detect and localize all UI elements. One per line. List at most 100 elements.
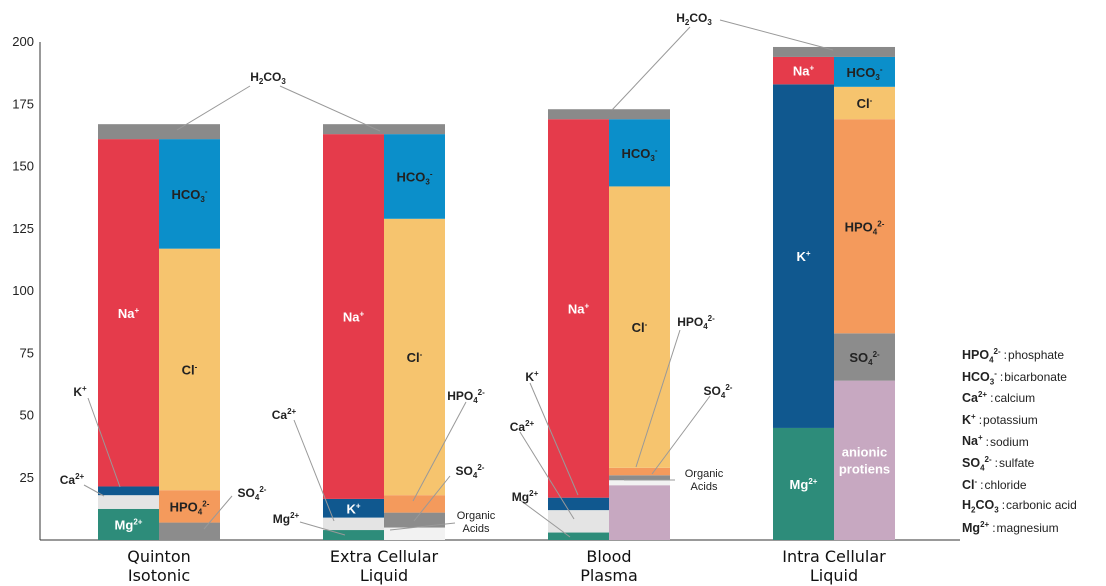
bar-segment-so42- bbox=[834, 333, 895, 381]
callout-label: Mg2+ bbox=[273, 511, 300, 526]
legend-description: bicarbonate bbox=[1004, 369, 1067, 384]
callout-label: Ca2+ bbox=[272, 407, 297, 422]
segment-label: Mg2+ bbox=[115, 517, 143, 532]
segment-label: Na+ bbox=[118, 306, 140, 321]
legend: HPO42-: phosphate HCO3-: bicarbonate Ca2+: ca… bbox=[962, 347, 1106, 541]
legend-separator: : bbox=[992, 520, 996, 535]
legend-item: K+: potassium bbox=[962, 412, 1106, 434]
category-label: Extra Cellular bbox=[330, 547, 439, 566]
legend-symbol: Mg2+ bbox=[962, 519, 990, 535]
legend-description: phosphate bbox=[1008, 348, 1065, 363]
segment-label: SO42- bbox=[849, 350, 880, 367]
callout-leader bbox=[293, 419, 335, 522]
callout-label: SO42- bbox=[704, 383, 733, 400]
bars bbox=[98, 46, 895, 540]
callout-label: Organic bbox=[685, 468, 724, 480]
segment-label: anionic bbox=[842, 444, 888, 459]
callout-leader bbox=[519, 431, 575, 520]
segment-label: Na+ bbox=[568, 301, 590, 316]
callout-label: SO42- bbox=[238, 485, 267, 502]
bar-segment-hco3- bbox=[384, 134, 445, 219]
segment-label: protiens bbox=[839, 461, 890, 476]
legend-separator: : bbox=[994, 456, 998, 471]
bar-segment-k- bbox=[98, 486, 159, 496]
callout-label: SO42- bbox=[456, 463, 485, 480]
legend-separator: : bbox=[980, 477, 984, 492]
callout-label: H2CO3 bbox=[250, 70, 286, 86]
callout-leader bbox=[203, 495, 233, 530]
legend-item: Na+: sodium bbox=[962, 433, 1106, 455]
callout-label: K+ bbox=[525, 369, 539, 384]
segment-label: K+ bbox=[346, 501, 360, 516]
legend-symbol: HPO42- bbox=[962, 347, 1001, 365]
legend-item: SO42-: sulfate bbox=[962, 455, 1106, 477]
legend-symbol: HCO3- bbox=[962, 368, 997, 387]
callout-leader bbox=[389, 522, 456, 531]
bar-segment-cl- bbox=[609, 186, 670, 468]
segment-label: HPO42- bbox=[845, 219, 885, 236]
legend-description: potassium bbox=[983, 412, 1038, 427]
category-label: Isotonic bbox=[128, 566, 190, 585]
callout-label: HPO42- bbox=[447, 388, 485, 405]
legend-symbol: SO42- bbox=[962, 454, 992, 473]
bar-segment-na- bbox=[323, 134, 384, 499]
callout-leader bbox=[651, 395, 711, 475]
legend-separator: : bbox=[999, 369, 1004, 384]
callout-leader bbox=[87, 397, 121, 488]
y-tick-label: 175 bbox=[12, 96, 34, 111]
bar-segment-mg2- bbox=[323, 530, 384, 540]
bar-segment-ca2- bbox=[323, 517, 384, 531]
bar-segment-organic-acids bbox=[384, 527, 445, 540]
bar-segment-hpo42- bbox=[834, 119, 895, 334]
callout-leader bbox=[299, 521, 346, 536]
legend-symbol: K+ bbox=[962, 411, 976, 427]
category-label: Liquid bbox=[360, 566, 408, 585]
bar-segment-k- bbox=[773, 84, 834, 428]
y-tick-label: 125 bbox=[12, 221, 34, 236]
bar-segment-na- bbox=[773, 56, 834, 85]
legend-separator: : bbox=[1003, 348, 1008, 363]
bar-segment-cl- bbox=[834, 86, 895, 120]
bar-segment-hco3- bbox=[159, 139, 220, 249]
segment-label: Na+ bbox=[793, 64, 815, 79]
legend-symbol: H2CO3 bbox=[962, 498, 999, 515]
legend-separator: : bbox=[978, 412, 983, 427]
legend-description: magnesium bbox=[996, 520, 1059, 535]
segment-label: Cl- bbox=[182, 362, 198, 377]
legend-description: carbonic acid bbox=[1006, 498, 1077, 513]
legend-description: chloride bbox=[984, 477, 1027, 492]
legend-symbol: Na+ bbox=[962, 433, 983, 449]
segment-label: Cl- bbox=[407, 350, 423, 365]
bar-segment-h2co3 bbox=[323, 124, 445, 135]
bar-segment-k- bbox=[323, 498, 384, 518]
bar-segment-mg2- bbox=[548, 532, 609, 540]
bar-segment-hpo42- bbox=[384, 495, 445, 513]
bar-segment-mg2- bbox=[98, 508, 159, 540]
bar-segment-cl- bbox=[384, 218, 445, 496]
callout-label: H2CO3 bbox=[676, 11, 712, 27]
y-tick-label: 50 bbox=[20, 408, 34, 423]
bar-segment-h2co3 bbox=[548, 109, 670, 120]
callout-leader bbox=[83, 484, 105, 497]
category-label: Blood bbox=[586, 547, 631, 566]
segment-label: HCO3- bbox=[846, 65, 882, 82]
bar-segment-so42- bbox=[159, 522, 220, 540]
segment-label: HCO3- bbox=[171, 187, 207, 204]
legend-description: sodium bbox=[990, 434, 1029, 449]
callout-leader bbox=[719, 19, 834, 51]
y-ticks: 25 50 75 100 125 150 175 200 bbox=[12, 34, 34, 485]
callout-label: Ca2+ bbox=[510, 419, 535, 434]
callouts: H2CO3 K+ Ca2+ SO42- Ca2+ Mg2+ HPO42- SO42- Organ… bbox=[60, 11, 834, 538]
category-label: Liquid bbox=[810, 566, 858, 585]
segment-label: HPO42- bbox=[170, 499, 210, 516]
bar-segment-h2co3 bbox=[773, 46, 895, 57]
legend-symbol: Ca2+ bbox=[962, 390, 988, 406]
legend-separator: : bbox=[1001, 498, 1006, 513]
segment-label: HCO3- bbox=[396, 169, 432, 186]
segment-labels: Mg2+ Na+ HPO42- Cl- HCO3- K+ Na+ Cl- HCO3- Na+ Cl-… bbox=[115, 64, 891, 533]
segment-label: Cl- bbox=[857, 96, 873, 111]
segment-label: K+ bbox=[796, 249, 810, 264]
callout-leader bbox=[635, 329, 681, 468]
callout-label: Organic bbox=[457, 510, 496, 522]
